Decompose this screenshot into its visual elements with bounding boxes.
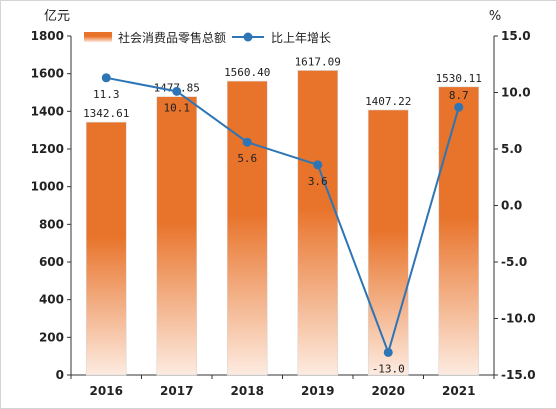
growth-line <box>106 76 460 356</box>
growth-point <box>172 86 182 96</box>
legend: 社会消费品零售总额 比上年增长 <box>84 30 331 45</box>
growth-value-label: 3.6 <box>308 175 328 188</box>
bar <box>226 80 268 376</box>
bar <box>85 121 127 376</box>
left-tick-label: 1200 <box>31 142 64 156</box>
right-tick-label: 0.0 <box>501 199 522 213</box>
right-axis-ticks: 15.0 10.0 5.0 0.0 -5.0 -10.0 -15.0 <box>494 29 536 382</box>
growth-point <box>313 160 323 170</box>
x-tick-label: 2017 <box>160 384 193 398</box>
left-tick-label: 400 <box>39 293 64 307</box>
left-tick-label: 600 <box>39 255 64 269</box>
left-tick-label: 0 <box>56 368 64 382</box>
bar-value-label: 1617.09 <box>295 55 341 68</box>
legend-line-label: 比上年增长 <box>271 31 331 45</box>
left-tick-label: 1000 <box>31 180 64 194</box>
growth-value-label: 11.3 <box>93 88 120 101</box>
bar <box>438 86 480 376</box>
growth-point <box>454 102 464 112</box>
x-tick-label: 2019 <box>301 384 334 398</box>
right-tick-label: 10.0 <box>501 86 531 100</box>
right-tick-label: 15.0 <box>501 29 531 43</box>
right-tick-label: 5.0 <box>501 142 522 156</box>
growth-point <box>242 137 252 147</box>
right-tick-label: -5.0 <box>501 255 527 269</box>
x-tick-label: 2021 <box>442 384 475 398</box>
right-axis-unit: % <box>489 9 501 24</box>
bar-value-label: 1530.11 <box>436 72 482 85</box>
right-tick-label: -15.0 <box>501 368 536 382</box>
x-tick-label: 2018 <box>231 384 264 398</box>
legend-line-marker <box>243 32 253 42</box>
legend-bar-swatch <box>84 32 112 42</box>
left-tick-label: 1400 <box>31 104 64 118</box>
x-tick-label: 2016 <box>90 384 123 398</box>
bar-value-label: 1407.22 <box>365 95 411 108</box>
growth-point <box>101 73 111 83</box>
bar-value-labels: 1342.611477.851560.401617.091407.221530.… <box>83 55 482 120</box>
growth-point <box>383 347 393 357</box>
right-tick-label: -10.0 <box>501 312 536 326</box>
bar <box>367 109 409 376</box>
x-axis-ticks: 2016 2017 2018 2019 2020 2021 <box>70 375 495 398</box>
bar <box>297 70 339 376</box>
line-series <box>101 73 464 357</box>
legend-bar-label: 社会消费品零售总额 <box>118 30 226 45</box>
growth-value-label: 10.1 <box>164 101 191 114</box>
bar-series <box>85 70 480 376</box>
left-tick-label: 1800 <box>31 29 64 43</box>
growth-value-label: 8.7 <box>449 89 469 102</box>
bar-value-label: 1342.61 <box>83 107 129 120</box>
left-axis-ticks: 0 200 400 600 800 1000 1200 1400 1600 1800 <box>31 29 71 382</box>
left-axis-unit: 亿元 <box>44 9 70 24</box>
growth-value-label: -13.0 <box>372 362 405 375</box>
growth-value-label: 5.6 <box>237 152 257 165</box>
line-value-labels: 11.3 10.1 5.6 3.6 -13.0 8.7 <box>93 88 469 376</box>
bar <box>156 96 198 376</box>
left-tick-label: 200 <box>39 330 64 344</box>
left-tick-label: 800 <box>39 217 64 231</box>
bar-value-label: 1560.40 <box>224 66 270 79</box>
x-tick-label: 2020 <box>372 384 405 398</box>
left-tick-label: 1600 <box>31 67 64 81</box>
